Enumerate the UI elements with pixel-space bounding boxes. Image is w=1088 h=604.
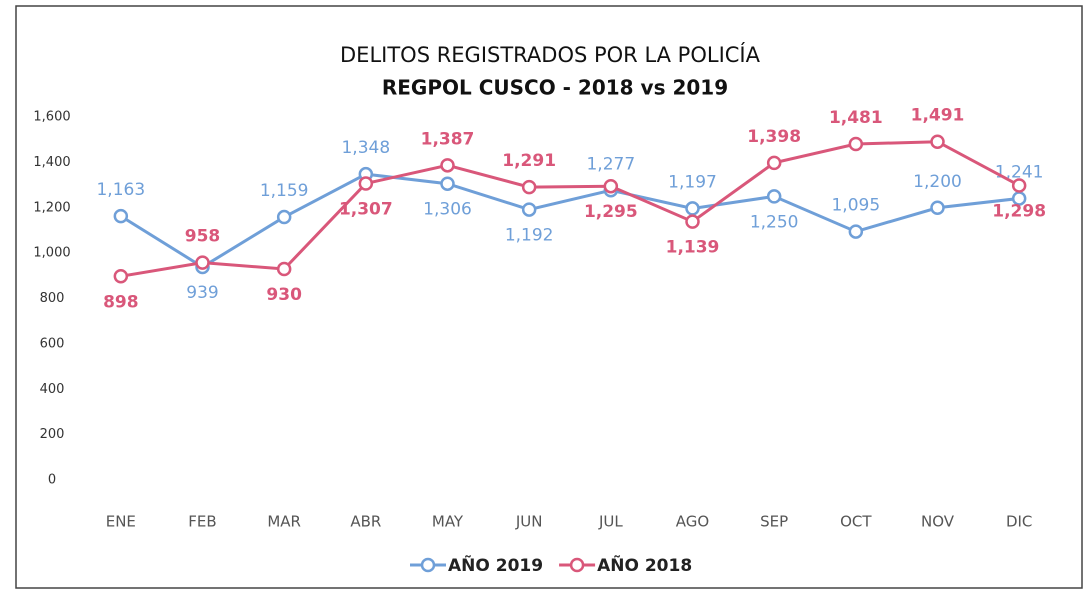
x-tick-label: FEB <box>188 513 216 531</box>
y-tick-label: 1,600 <box>33 110 70 125</box>
data-label: 898 <box>103 292 139 312</box>
legend-marker <box>569 557 585 573</box>
y-tick-label: 800 <box>40 291 65 306</box>
data-point <box>440 176 455 191</box>
data-label: 1,387 <box>421 129 475 149</box>
x-tick-label: ENE <box>106 513 136 531</box>
y-tick-label: 1,200 <box>33 200 70 215</box>
y-tick-label: 1,400 <box>33 155 70 170</box>
y-tick-label: 0 <box>48 473 56 488</box>
data-point <box>848 224 864 239</box>
data-point <box>848 136 864 152</box>
data-label: 1,291 <box>502 151 556 171</box>
data-point <box>685 201 700 216</box>
data-label: 1,197 <box>668 172 717 192</box>
data-point <box>521 202 537 217</box>
data-label: 1,481 <box>829 108 883 128</box>
legend-label: AÑO 2019 <box>448 553 543 576</box>
data-point <box>440 158 455 173</box>
y-tick-label: 200 <box>40 427 65 442</box>
data-label: 1,192 <box>505 226 554 246</box>
data-point <box>766 189 782 204</box>
data-label: 1,491 <box>911 106 965 126</box>
series-line <box>120 172 1020 269</box>
x-tick-label: ABR <box>350 513 381 531</box>
series-line <box>120 140 1020 278</box>
data-point <box>685 214 700 229</box>
data-point <box>113 208 129 224</box>
data-point <box>276 261 292 277</box>
data-label: 1,295 <box>584 202 638 222</box>
x-tick-label: SEP <box>760 513 788 531</box>
data-label: 1,139 <box>666 238 720 258</box>
data-label: 939 <box>186 283 218 303</box>
data-point <box>113 269 129 284</box>
data-label: 1,250 <box>750 212 799 232</box>
data-label: 1,095 <box>831 196 880 216</box>
chart-frame <box>15 5 1083 589</box>
data-point <box>930 134 945 149</box>
data-label: 1,163 <box>96 180 145 200</box>
data-label: 958 <box>185 227 221 247</box>
data-label: 1,306 <box>423 200 472 220</box>
data-point <box>603 178 619 194</box>
y-tick-label: 400 <box>40 382 65 397</box>
chart-title: DELITOS REGISTRADOS POR LA POLICÍA <box>340 42 761 67</box>
x-tick-label: MAY <box>432 513 464 531</box>
data-label: 1,277 <box>586 154 635 174</box>
x-tick-label: DIC <box>1006 513 1032 531</box>
legend-marker <box>420 557 436 573</box>
x-tick-label: AGO <box>676 513 709 531</box>
data-point <box>276 209 292 225</box>
x-tick-label: JUL <box>598 513 623 531</box>
data-point <box>358 176 374 191</box>
data-label: 1,298 <box>992 202 1046 222</box>
data-label: 930 <box>266 285 302 305</box>
data-label: 1,307 <box>339 199 393 219</box>
data-label: 1,159 <box>260 181 309 201</box>
data-label: 1,200 <box>913 172 962 192</box>
y-tick-label: 1,000 <box>33 246 70 261</box>
x-tick-label: JUN <box>515 513 543 531</box>
data-label: 1,398 <box>747 127 801 147</box>
legend-label: AÑO 2018 <box>597 553 692 576</box>
data-label: 1,348 <box>341 138 390 158</box>
data-point <box>930 200 945 215</box>
data-point <box>195 255 210 270</box>
data-point <box>521 179 537 195</box>
x-tick-label: OCT <box>840 513 872 531</box>
x-tick-label: NOV <box>921 513 955 531</box>
y-tick-label: 600 <box>40 336 65 351</box>
data-point <box>1011 178 1027 193</box>
x-tick-label: MAR <box>267 513 301 531</box>
chart-subtitle: REGPOL CUSCO - 2018 vs 2019 <box>382 76 728 100</box>
data-point <box>766 155 782 171</box>
